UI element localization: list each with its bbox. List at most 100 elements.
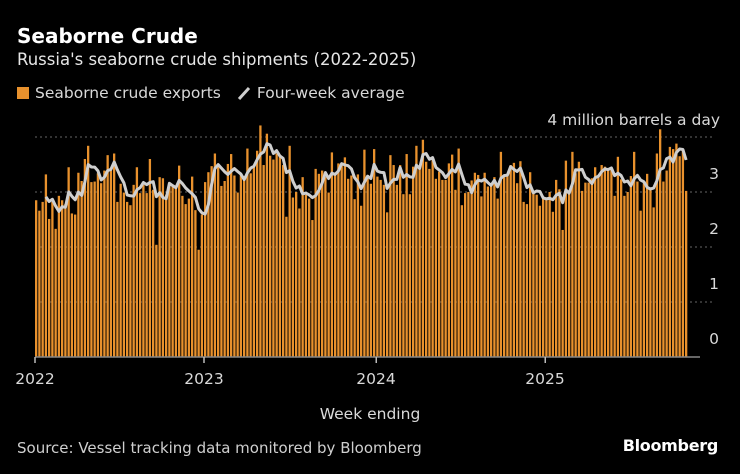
bloomberg-logo: Bloomberg bbox=[622, 436, 719, 455]
export-bar bbox=[77, 172, 80, 357]
export-bar bbox=[577, 161, 581, 357]
export-bar bbox=[304, 194, 308, 357]
export-bar bbox=[100, 183, 103, 357]
export-bar bbox=[373, 149, 376, 357]
export-bar bbox=[366, 174, 369, 357]
export-bar bbox=[334, 175, 337, 357]
export-bar bbox=[256, 150, 259, 357]
y-tick-label: 3 bbox=[709, 165, 719, 183]
export-bar bbox=[93, 181, 96, 357]
export-bar bbox=[252, 166, 256, 357]
export-bar bbox=[197, 249, 200, 357]
export-bar bbox=[584, 182, 587, 357]
export-bar bbox=[490, 185, 493, 357]
export-bar bbox=[451, 154, 454, 357]
export-bar bbox=[239, 174, 243, 357]
export-bar bbox=[477, 174, 480, 357]
export-bar bbox=[70, 213, 74, 357]
export-bar bbox=[633, 151, 636, 357]
export-bar bbox=[636, 181, 639, 357]
export-bar bbox=[655, 153, 659, 357]
export-bar bbox=[132, 184, 135, 357]
export-bar bbox=[210, 166, 213, 357]
export-bar bbox=[311, 220, 314, 357]
export-bar bbox=[259, 125, 262, 357]
export-bar bbox=[662, 181, 665, 357]
export-bar bbox=[113, 153, 116, 357]
export-bar bbox=[41, 201, 44, 357]
export-bar bbox=[174, 186, 178, 357]
export-bar bbox=[555, 179, 558, 357]
export-bar bbox=[616, 156, 620, 357]
legend-label-average: Four-week average bbox=[256, 84, 405, 102]
export-bar bbox=[620, 179, 623, 357]
export-bar bbox=[122, 192, 126, 357]
export-bar bbox=[340, 163, 343, 357]
export-bar bbox=[493, 177, 496, 357]
export-bar bbox=[246, 148, 249, 357]
export-bar bbox=[230, 154, 233, 357]
export-bar bbox=[142, 184, 145, 357]
export-bar bbox=[109, 168, 113, 357]
export-bar bbox=[360, 205, 363, 357]
export-bar bbox=[639, 210, 642, 357]
export-bar bbox=[145, 193, 148, 357]
legend-swatch-exports bbox=[17, 87, 29, 99]
export-bar bbox=[135, 167, 139, 357]
export-bar bbox=[568, 193, 571, 357]
x-axis-ticks bbox=[34, 357, 546, 363]
export-bar bbox=[282, 165, 285, 357]
export-bar bbox=[158, 177, 161, 357]
export-bar bbox=[161, 178, 165, 357]
export-bar bbox=[545, 197, 548, 357]
x-axis-label: Week ending bbox=[319, 405, 421, 423]
export-bar bbox=[119, 183, 122, 357]
export-bar bbox=[243, 176, 246, 357]
export-bar bbox=[87, 145, 90, 357]
export-bar bbox=[571, 151, 574, 357]
export-bar bbox=[685, 190, 688, 357]
export-bar bbox=[369, 183, 373, 357]
export-bar bbox=[551, 211, 555, 357]
y-tick-label: 2 bbox=[709, 220, 719, 238]
export-bar bbox=[668, 146, 672, 357]
export-bar bbox=[457, 148, 460, 357]
export-bar bbox=[321, 170, 324, 357]
export-bar bbox=[509, 165, 512, 357]
export-bar bbox=[441, 179, 444, 357]
export-bar bbox=[431, 160, 434, 357]
export-bar bbox=[38, 210, 41, 357]
export-bar bbox=[57, 195, 61, 357]
export-bar bbox=[522, 201, 525, 357]
export-bar bbox=[83, 159, 87, 357]
export-bar bbox=[295, 192, 298, 357]
chart-subtitle: Russia's seaborne crude shipments (2022-… bbox=[17, 50, 417, 69]
export-bar bbox=[178, 165, 181, 357]
export-bar bbox=[574, 173, 577, 357]
export-bar bbox=[499, 151, 503, 357]
export-bar bbox=[392, 165, 395, 357]
export-bar bbox=[594, 167, 597, 357]
export-bar bbox=[503, 174, 506, 357]
export-bar bbox=[425, 161, 428, 357]
export-bar bbox=[106, 155, 109, 357]
export-bar bbox=[535, 194, 538, 357]
export-bar bbox=[405, 154, 408, 357]
export-bar bbox=[285, 216, 288, 357]
export-bar bbox=[460, 205, 464, 357]
export-bar bbox=[402, 194, 405, 357]
export-bar bbox=[343, 157, 347, 357]
export-bar bbox=[529, 172, 532, 357]
x-tick-label: 2024 bbox=[356, 370, 396, 388]
export-bar bbox=[603, 166, 607, 357]
export-bar bbox=[96, 173, 100, 357]
export-bar bbox=[207, 172, 210, 357]
export-bar bbox=[597, 176, 600, 357]
export-bar bbox=[191, 176, 194, 357]
export-bar bbox=[356, 174, 360, 357]
y-tick-label: 1 bbox=[709, 275, 719, 293]
export-bar bbox=[350, 175, 353, 357]
legend: Seaborne crude exports Four-week average bbox=[17, 84, 405, 102]
export-bar bbox=[623, 195, 626, 357]
export-bar bbox=[629, 176, 633, 357]
